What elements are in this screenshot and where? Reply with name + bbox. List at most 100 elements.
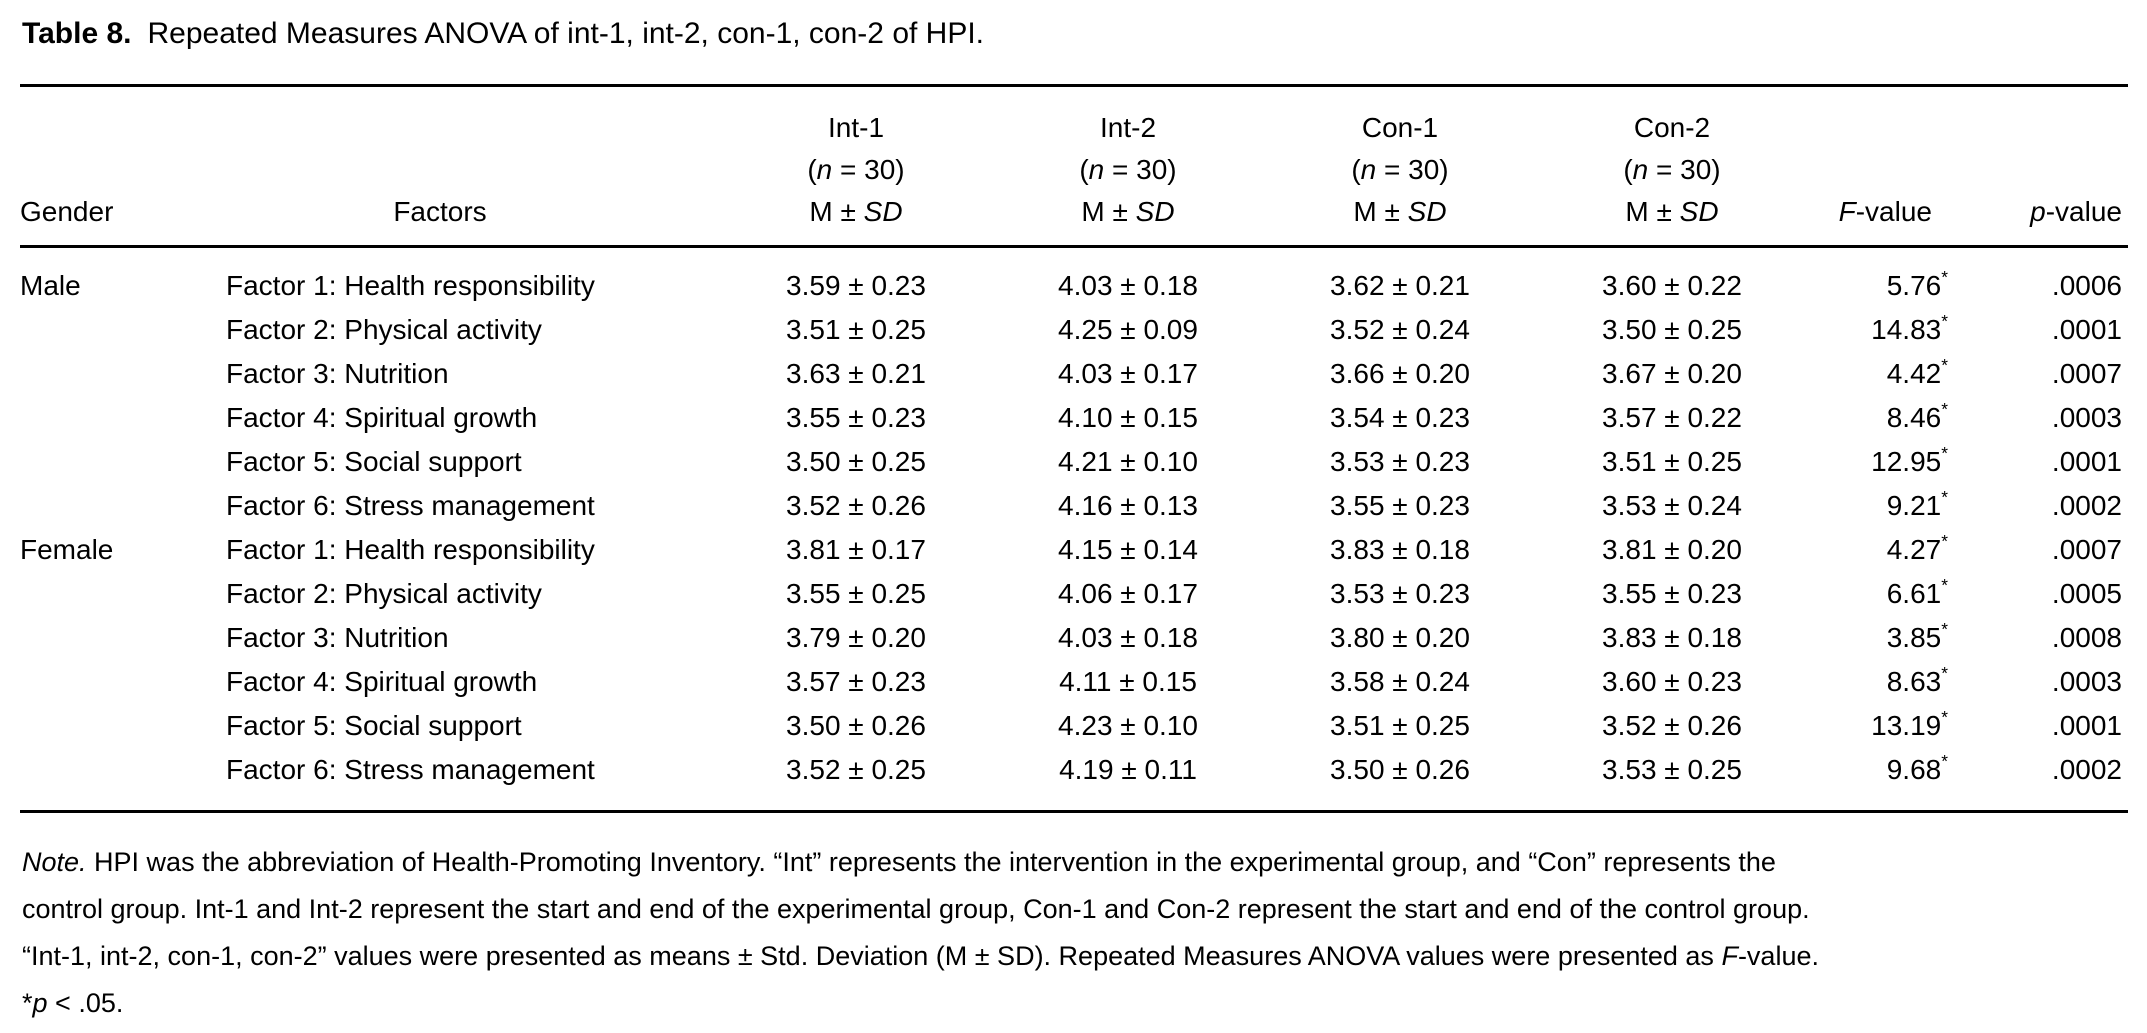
con-1-cell: 3.53 ± 0.23 [1330,578,1470,609]
f-value-cell: 3.85* [1886,618,1948,653]
column-header-con-2: Con-2 (n = 30) M ± SD [1536,85,1808,248]
f-value-cell: 13.19* [1871,706,1948,741]
p-value-cell: .0006 [2051,270,2122,301]
anova-table: Gender Factors Int-1 (n = 30) M ± SD Int… [20,84,2128,813]
con-1-cell: 3.52 ± 0.24 [1330,314,1470,345]
factor-cell: Factor 2: Physical activity [226,578,542,609]
int-1-cell: 3.51 ± 0.25 [786,314,926,345]
significance-asterisk: * [1941,662,1948,683]
note-line-3: “Int-1, int-2, con-1, con-2” values were… [22,941,1819,971]
int-1-cell: 3.63 ± 0.21 [786,358,926,389]
gender-cell: Male [20,270,81,301]
gender-cell [20,484,160,528]
f-value-cell: 5.76* [1886,266,1948,301]
int-1-cell: 3.55 ± 0.25 [786,578,926,609]
gender-cell [20,572,160,616]
p-value-cell: .0007 [2051,534,2122,565]
group-stat: M ± SD [1353,196,1447,227]
con-2-cell: 3.55 ± 0.23 [1602,578,1742,609]
con-2-cell: 3.53 ± 0.24 [1602,490,1742,521]
table-row: Factor 3: Nutrition 3.63 ± 0.21 4.03 ± 0… [20,352,2128,396]
significance-asterisk: * [1941,266,1948,287]
con-1-cell: 3.51 ± 0.25 [1330,710,1470,741]
factor-cell: Factor 1: Health responsibility [226,270,595,301]
factor-cell: Factor 5: Social support [226,710,522,741]
int-1-cell: 3.52 ± 0.26 [786,490,926,521]
int-2-cell: 4.06 ± 0.17 [1058,578,1198,609]
group-n: (n = 30) [807,154,905,185]
int-2-cell: 4.21 ± 0.10 [1058,446,1198,477]
factor-cell: Factor 3: Nutrition [226,358,449,389]
con-2-cell: 3.81 ± 0.20 [1602,534,1742,565]
gender-cell [20,660,160,704]
p-value-cell: .0003 [2051,402,2122,433]
table-row: Factor 2: Physical activity 3.55 ± 0.25 … [20,572,2128,616]
f-value-cell: 4.42* [1886,354,1948,389]
p-value-cell: .0001 [2051,314,2122,345]
int-2-cell: 4.19 ± 0.11 [1059,754,1197,785]
factor-cell: Factor 6: Stress management [226,490,595,521]
table-row: Factor 6: Stress management 3.52 ± 0.25 … [20,748,2128,812]
int-1-cell: 3.52 ± 0.25 [786,754,926,785]
con-1-cell: 3.50 ± 0.26 [1330,754,1470,785]
significance-asterisk: * [1941,310,1948,331]
con-1-cell: 3.83 ± 0.18 [1330,534,1470,565]
int-2-cell: 4.03 ± 0.18 [1058,270,1198,301]
note-line-1: Note. HPI was the abbreviation of Health… [22,847,1776,877]
con-1-cell: 3.55 ± 0.23 [1330,490,1470,521]
group-name: Con-1 [1361,112,1439,143]
group-name: Int-1 [827,112,885,143]
significance-asterisk: * [1941,398,1948,419]
group-stat: M ± SD [1081,196,1175,227]
p-value-cell: .0003 [2051,666,2122,697]
table-body: Male Factor 1: Health responsibility 3.5… [20,247,2128,812]
table-note: Note. HPI was the abbreviation of Health… [22,839,2128,1027]
table-row: Female Factor 1: Health responsibility 3… [20,528,2128,572]
con-2-cell: 3.53 ± 0.25 [1602,754,1742,785]
significance-asterisk: * [1941,574,1948,595]
con-2-cell: 3.52 ± 0.26 [1602,710,1742,741]
gender-cell: Female [20,534,114,565]
column-header-int-2: Int-2 (n = 30) M ± SD [992,85,1264,248]
int-2-cell: 4.25 ± 0.09 [1058,314,1198,345]
gender-cell [20,396,160,440]
con-2-cell: 3.83 ± 0.18 [1602,622,1742,653]
p-value-cell: .0002 [2051,754,2122,785]
p-value-cell: .0002 [2051,490,2122,521]
f-value-cell: 9.21* [1886,486,1948,521]
group-n: (n = 30) [1623,154,1721,185]
table-row: Male Factor 1: Health responsibility 3.5… [20,247,2128,309]
table-title-label: Table 8. [22,17,132,50]
column-header-con-1: Con-1 (n = 30) M ± SD [1264,85,1536,248]
int-2-cell: 4.03 ± 0.18 [1058,622,1198,653]
int-1-cell: 3.55 ± 0.23 [786,402,926,433]
int-1-cell: 3.50 ± 0.25 [786,446,926,477]
int-2-cell: 4.10 ± 0.15 [1058,402,1198,433]
significance-asterisk: * [1941,750,1948,771]
int-1-cell: 3.57 ± 0.23 [786,666,926,697]
int-2-cell: 4.03 ± 0.17 [1058,358,1198,389]
significance-asterisk: * [1941,486,1948,507]
table-row: Factor 2: Physical activity 3.51 ± 0.25 … [20,308,2128,352]
gender-cell [20,352,160,396]
header-row: Gender Factors Int-1 (n = 30) M ± SD Int… [20,85,2128,248]
gender-cell [20,308,160,352]
significance-asterisk: * [1941,442,1948,463]
int-2-cell: 4.11 ± 0.15 [1059,666,1197,697]
column-header-p-value: p-value [1968,85,2128,248]
p-value-cell: .0008 [2051,622,2122,653]
group-n: (n = 30) [1351,154,1449,185]
con-1-cell: 3.54 ± 0.23 [1330,402,1470,433]
p-value-cell: .0001 [2051,710,2122,741]
int-2-cell: 4.23 ± 0.10 [1058,710,1198,741]
note-line-2: control group. Int-1 and Int-2 represent… [22,894,1810,924]
column-header-gender: Gender [20,85,160,248]
f-value-cell: 8.63* [1886,662,1948,697]
factor-cell: Factor 4: Spiritual growth [226,402,538,433]
note-label: Note. [22,847,87,877]
table-row: Factor 5: Social support 3.50 ± 0.26 4.2… [20,704,2128,748]
table-row: Factor 5: Social support 3.50 ± 0.25 4.2… [20,440,2128,484]
factor-cell: Factor 6: Stress management [226,754,595,785]
factor-cell: Factor 4: Spiritual growth [226,666,538,697]
int-2-cell: 4.16 ± 0.13 [1058,490,1198,521]
